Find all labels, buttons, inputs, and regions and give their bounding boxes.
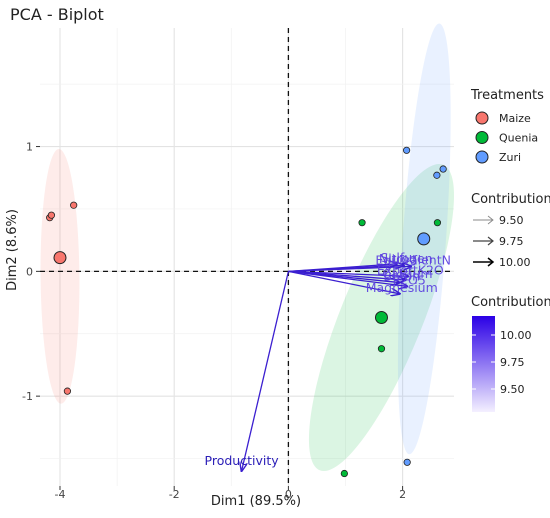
variable-label-calcium: Calcium xyxy=(382,266,432,281)
variable-label-equivalentn: EquivalentN xyxy=(375,252,451,267)
x-tick-label: 0 xyxy=(285,488,292,501)
colorbar-tick-label: 10.00 xyxy=(500,329,532,342)
legend-label-maize: Maize xyxy=(499,112,531,125)
legend-size-label: 9.75 xyxy=(499,235,524,248)
variable-arrow-productivity xyxy=(242,271,290,471)
legend-key-maize xyxy=(475,111,489,125)
legend-colorbar-ticks: 10.00 9.75 9.50 xyxy=(472,329,532,396)
chart-title: PCA - Biplot xyxy=(10,5,104,24)
legend-size-key-arrowhead xyxy=(487,215,494,225)
variable-label-exportk2o: ExportK2O xyxy=(377,262,444,277)
legend-contribution-size-keys: 9.50 9.75 10.00 xyxy=(473,214,531,269)
plot-panel: SulfurNitrogenEquivalentNExportK2OCalciu… xyxy=(40,23,455,486)
x-tick-label: -4 xyxy=(55,488,66,501)
legend-label-zuri: Zuri xyxy=(499,151,521,164)
variable-arrow-magnesium xyxy=(288,270,399,293)
x-axis-ticks: -4 -2 0 2 xyxy=(55,486,406,501)
colorbar-tick-label: 9.50 xyxy=(500,383,525,396)
variable-label-productivity: Productivity xyxy=(205,453,280,468)
legend-size-label: 10.00 xyxy=(499,256,531,269)
variable-arrow-equivalentn xyxy=(288,266,411,273)
data-point-zuri xyxy=(439,165,447,173)
x-tick-label: -2 xyxy=(169,488,180,501)
variable-arrow-exportk2o xyxy=(288,270,408,276)
data-point-quenia xyxy=(377,345,386,353)
x-axis-label: Dim1 (89.5%) xyxy=(211,494,301,509)
x-tick-label: 2 xyxy=(399,488,406,501)
y-tick-label: -1 xyxy=(22,390,33,403)
data-point-zuri xyxy=(403,146,411,154)
y-axis-label: Dim2 (8.6%) xyxy=(5,209,20,291)
data-point-maize xyxy=(47,211,56,219)
legend-key-quenia xyxy=(475,131,489,144)
variable-label-boron: Boron xyxy=(383,269,420,284)
colorbar-tick-label: 9.75 xyxy=(500,356,525,369)
centroid-zuri xyxy=(417,232,431,246)
legend-size-key-arrowhead xyxy=(487,236,494,246)
data-point-quenia xyxy=(433,219,442,227)
legend-treatments-keys: Maize Quenia Zuri xyxy=(475,111,538,164)
data-point-zuri xyxy=(433,171,441,179)
legend-treatments-title: Treatments xyxy=(470,88,544,103)
variable-label-p2o5: P2O5 xyxy=(393,272,426,287)
y-axis-ticks: -1 0 1 xyxy=(22,141,40,403)
data-point-maize xyxy=(63,387,72,395)
legend-label-quenia: Quenia xyxy=(499,132,538,145)
data-point-quenia xyxy=(340,469,348,478)
confidence-ellipse-maize xyxy=(40,149,80,404)
variable-label-sulfur: Sulfur xyxy=(380,250,418,265)
y-tick-label: 0 xyxy=(26,265,33,278)
variable-label-nitrogen: Nitrogen xyxy=(379,251,433,266)
legend-contribution-color-title: Contribution xyxy=(471,295,550,310)
y-tick-label: 1 xyxy=(26,141,33,154)
variable-label-magnesium: Magnesium xyxy=(366,280,438,295)
legend-size-label: 9.50 xyxy=(499,214,524,227)
legend-size-key-arrowhead xyxy=(487,257,495,267)
centroid-maize xyxy=(53,251,67,265)
legend-key-zuri xyxy=(475,150,489,164)
data-point-zuri xyxy=(403,458,411,466)
legend-contribution-colorbar xyxy=(472,316,495,412)
data-point-maize xyxy=(70,201,78,209)
data-point-quenia xyxy=(358,219,366,227)
centroid-quenia xyxy=(374,311,388,325)
variable-arrow-p2o5 xyxy=(288,270,407,286)
legend-contribution-size-title: Contribution xyxy=(471,192,550,207)
